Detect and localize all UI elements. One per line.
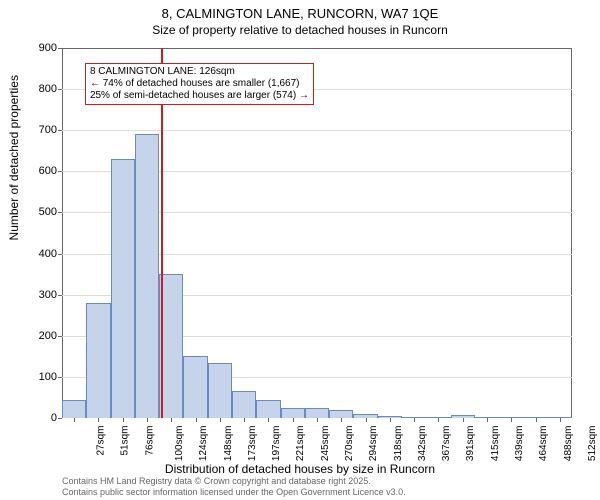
chart-title: 8, CALMINGTON LANE, RUNCORN, WA7 1QE: [0, 0, 600, 21]
ytick-mark: [58, 212, 62, 213]
xtick-mark: [244, 418, 245, 422]
xtick-mark: [487, 418, 488, 422]
xtick-label: 439sqm: [514, 426, 525, 462]
chart-subtitle: Size of property relative to detached ho…: [0, 21, 600, 37]
histogram-bar: [86, 303, 110, 418]
histogram-bar: [232, 391, 256, 418]
xtick-mark: [293, 418, 294, 422]
annotation-line: 8 CALMINGTON LANE: 126sqm: [90, 66, 309, 78]
xtick-label: 124sqm: [198, 426, 209, 462]
xtick-mark: [220, 418, 221, 422]
xtick-label: 415sqm: [490, 426, 501, 462]
ytick-mark: [58, 254, 62, 255]
ytick-label: 600: [39, 165, 57, 177]
ytick-label: 200: [39, 330, 57, 342]
ytick-label: 100: [39, 371, 57, 383]
annotation-line: ← 74% of detached houses are smaller (1,…: [90, 78, 309, 90]
ytick-mark: [58, 295, 62, 296]
histogram-bar: [329, 410, 353, 418]
ytick-label: 800: [39, 83, 57, 95]
ytick-label: 700: [39, 124, 57, 136]
xtick-mark: [463, 418, 464, 422]
xtick-label: 148sqm: [223, 426, 234, 462]
xtick-mark: [196, 418, 197, 422]
gridline: [62, 130, 572, 131]
xtick-mark: [438, 418, 439, 422]
xtick-label: 464sqm: [538, 426, 549, 462]
xtick-label: 100sqm: [174, 426, 185, 462]
ytick-mark: [58, 89, 62, 90]
xtick-mark: [536, 418, 537, 422]
ytick-mark: [58, 377, 62, 378]
xtick-label: 197sqm: [271, 426, 282, 462]
annotation-box: 8 CALMINGTON LANE: 126sqm← 74% of detach…: [85, 63, 314, 105]
xtick-mark: [317, 418, 318, 422]
histogram-bar: [183, 356, 207, 418]
xtick-label: 488sqm: [563, 426, 574, 462]
histogram-bar: [135, 134, 159, 418]
histogram-bar: [208, 363, 232, 419]
ytick-label: 300: [39, 289, 57, 301]
xtick-label: 270sqm: [344, 426, 355, 462]
xtick-label: 294sqm: [368, 426, 379, 462]
ytick-label: 0: [51, 412, 57, 424]
histogram-bar: [111, 159, 135, 418]
footer-line: Contains public sector information licen…: [62, 487, 406, 498]
xtick-label: 51sqm: [120, 426, 131, 456]
xtick-label: 76sqm: [144, 426, 155, 456]
annotation-line: 25% of semi-detached houses are larger (…: [90, 90, 309, 102]
footer-line: Contains HM Land Registry data © Crown c…: [62, 476, 406, 487]
ytick-mark: [58, 171, 62, 172]
xtick-mark: [268, 418, 269, 422]
xtick-mark: [414, 418, 415, 422]
xtick-mark: [171, 418, 172, 422]
ytick-mark: [58, 418, 62, 419]
ytick-mark: [58, 336, 62, 337]
xtick-label: 245sqm: [320, 426, 331, 462]
histogram-bar: [281, 408, 305, 418]
xtick-label: 391sqm: [466, 426, 477, 462]
histogram-bar: [256, 400, 280, 419]
xtick-mark: [511, 418, 512, 422]
footer-attribution: Contains HM Land Registry data © Crown c…: [62, 476, 406, 498]
xtick-mark: [123, 418, 124, 422]
xtick-mark: [366, 418, 367, 422]
xtick-label: 318sqm: [393, 426, 404, 462]
xtick-mark: [74, 418, 75, 422]
xtick-mark: [390, 418, 391, 422]
xtick-label: 512sqm: [587, 426, 598, 462]
ytick-mark: [58, 130, 62, 131]
xtick-mark: [560, 418, 561, 422]
xtick-label: 342sqm: [417, 426, 428, 462]
chart-plot-area: 010020030040050060070080090027sqm51sqm76…: [62, 48, 572, 418]
xtick-mark: [341, 418, 342, 422]
ytick-mark: [58, 48, 62, 49]
ytick-label: 900: [39, 42, 57, 54]
y-axis-label: Number of detached properties: [7, 75, 21, 240]
xtick-label: 367sqm: [441, 426, 452, 462]
xtick-label: 27sqm: [96, 426, 107, 456]
xtick-mark: [147, 418, 148, 422]
xtick-label: 221sqm: [296, 426, 307, 462]
xtick-label: 173sqm: [247, 426, 258, 462]
x-axis-label: Distribution of detached houses by size …: [0, 462, 600, 476]
xtick-mark: [98, 418, 99, 422]
histogram-bar: [305, 408, 329, 418]
histogram-bar: [62, 400, 86, 419]
ytick-label: 400: [39, 248, 57, 260]
ytick-label: 500: [39, 206, 57, 218]
